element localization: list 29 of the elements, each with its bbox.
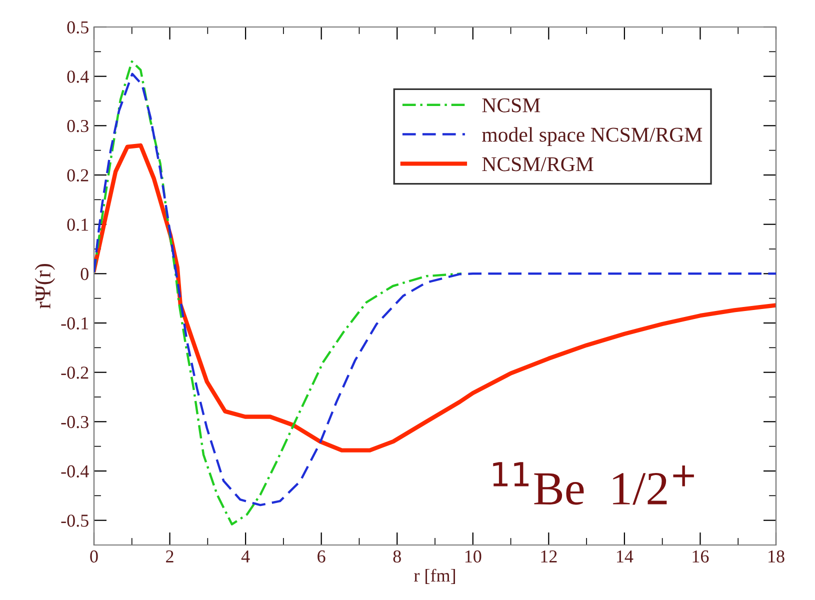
x-tick-label: 6 [318,550,326,563]
line-series [94,60,463,526]
x-tick-label: 2 [166,550,174,562]
x-tick-label: 18 [768,550,784,563]
x-tick-label: 0 [90,550,98,563]
y-tick-label: -0.3 [61,416,88,428]
legend-label: model space NCSM/RGM [482,127,702,146]
x-tick-label: 12 [541,550,557,562]
x-axis-title: r [fm] [414,568,455,584]
x-tick-label: 16 [692,550,709,563]
legend-label: NCSM/RGM [482,157,594,172]
y-tick-label: 0.4 [67,70,89,83]
y-tick-label: -0.5 [61,514,88,527]
x-tick-label: 8 [393,550,401,563]
legend-label: NCSM [482,98,540,112]
y-tick-label: 0.1 [67,218,88,231]
line-series [94,72,776,506]
y-tick-label: -0.4 [61,465,89,478]
y-tick-label: 0.3 [67,120,88,132]
y-tick-label: -0.2 [61,366,88,379]
x-tick-label: 10 [465,550,482,563]
y-tick-label: 0.5 [67,21,88,34]
y-tick-label: 0.2 [67,169,88,182]
x-tick-label: 14 [617,550,634,562]
y-tick-label: 0 [80,268,88,280]
annotation: $^{11}$Be 1/2$^{+}$ [493,462,694,505]
y-axis-title: rΨ(r) [34,264,55,309]
x-tick-label: 4 [241,550,250,562]
y-tick-label: -0.1 [61,317,88,330]
